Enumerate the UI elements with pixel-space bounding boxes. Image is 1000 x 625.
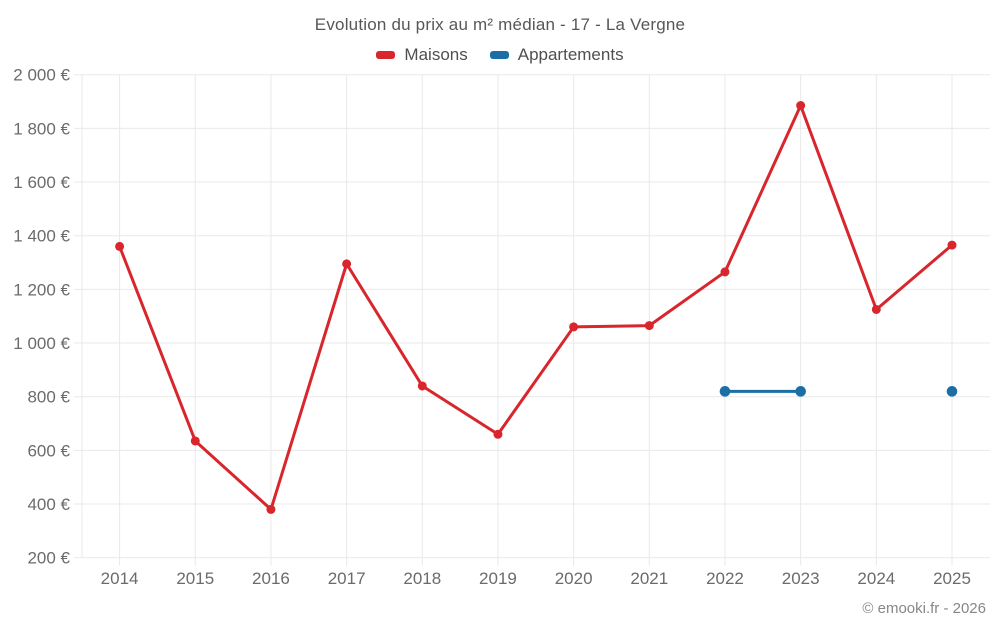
- x-axis-label: 2015: [176, 569, 214, 588]
- x-axis-label: 2019: [479, 569, 517, 588]
- legend-label: Maisons: [404, 45, 468, 64]
- x-axis-label: 2020: [555, 569, 593, 588]
- legend-item-appartements[interactable]: Appartements: [489, 45, 624, 65]
- x-axis-label: 2023: [782, 569, 820, 588]
- x-axis-label: 2016: [252, 569, 290, 588]
- maisons-point-2023[interactable]: [796, 101, 806, 111]
- maisons-point-2015[interactable]: [190, 436, 200, 446]
- y-axis-label: 1 200 €: [13, 280, 70, 299]
- chart-footer-credit: © emooki.fr - 2026: [862, 600, 986, 617]
- maisons-point-2014[interactable]: [115, 241, 125, 251]
- appartements-point-2023[interactable]: [795, 386, 806, 397]
- x-axis-label: 2022: [706, 569, 744, 588]
- x-axis-label: 2024: [857, 569, 895, 588]
- y-axis-label: 1 000 €: [13, 334, 70, 353]
- maisons-point-2021[interactable]: [644, 321, 654, 331]
- maisons-point-2025[interactable]: [947, 240, 957, 250]
- legend-item-maisons[interactable]: Maisons: [376, 45, 468, 65]
- chart-title: Evolution du prix au m² médian - 17 - La…: [314, 15, 686, 34]
- maisons-point-2020[interactable]: [569, 322, 579, 332]
- y-axis-label: 800 €: [27, 388, 70, 407]
- maisons-point-2024[interactable]: [871, 304, 881, 314]
- x-axis-label: 2018: [403, 569, 441, 588]
- x-axis-label: 2025: [933, 569, 971, 588]
- maisons-point-2016[interactable]: [266, 504, 276, 514]
- y-axis-label: 1 400 €: [13, 227, 70, 246]
- legend-swatch-icon: [489, 51, 509, 59]
- y-axis-label: 400 €: [27, 495, 70, 514]
- y-axis-label: 1 800 €: [13, 119, 70, 138]
- y-axis-label: 200 €: [27, 549, 70, 568]
- maisons-point-2022[interactable]: [720, 267, 730, 277]
- legend-label: Appartements: [517, 45, 624, 64]
- x-axis-label: 2017: [328, 569, 366, 588]
- x-axis-label: 2014: [101, 569, 139, 588]
- y-axis-label: 600 €: [27, 441, 70, 460]
- maisons-line: [118, 104, 954, 511]
- maisons-point-2017[interactable]: [342, 259, 352, 269]
- maisons-point-2018[interactable]: [417, 381, 427, 391]
- appartements-point-2025[interactable]: [946, 386, 958, 397]
- x-axis-label: 2021: [630, 569, 668, 588]
- appartements-point-2022[interactable]: [719, 386, 731, 397]
- legend-swatch-icon: [376, 51, 396, 59]
- maisons-point-2019[interactable]: [493, 429, 503, 439]
- y-axis-label: 2 000 €: [13, 66, 70, 85]
- y-axis-label: 1 600 €: [13, 173, 70, 192]
- chart-legend: Maisons Appartements: [0, 45, 1000, 65]
